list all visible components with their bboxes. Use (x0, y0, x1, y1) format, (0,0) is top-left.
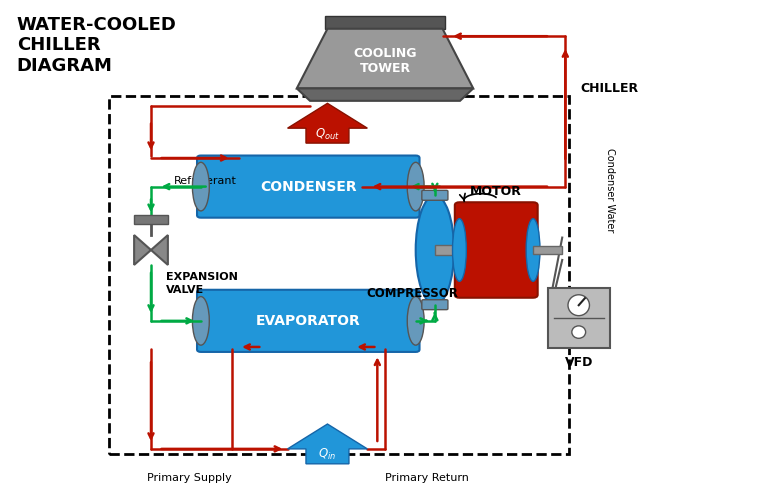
Text: EVAPORATOR: EVAPORATOR (256, 314, 360, 328)
Text: COOLING
TOWER: COOLING TOWER (353, 47, 417, 75)
Text: WATER-COOLED
CHILLER
DIAGRAM: WATER-COOLED CHILLER DIAGRAM (17, 16, 176, 74)
FancyBboxPatch shape (547, 288, 610, 348)
Text: Refrigerant: Refrigerant (174, 176, 237, 186)
Ellipse shape (416, 196, 454, 304)
Polygon shape (287, 424, 367, 464)
Text: $Q_{out}$: $Q_{out}$ (315, 126, 340, 142)
Polygon shape (296, 88, 474, 101)
FancyBboxPatch shape (533, 246, 562, 254)
FancyBboxPatch shape (435, 245, 496, 255)
Text: Primary Return: Primary Return (385, 472, 469, 482)
Text: Primary Supply: Primary Supply (147, 472, 232, 482)
FancyBboxPatch shape (197, 290, 420, 352)
Ellipse shape (407, 162, 424, 211)
FancyBboxPatch shape (197, 156, 420, 218)
Text: EXPANSION
VALVE: EXPANSION VALVE (166, 272, 238, 295)
Polygon shape (134, 235, 151, 265)
Ellipse shape (453, 218, 467, 282)
Text: CONDENSER: CONDENSER (260, 180, 357, 194)
Text: MOTOR: MOTOR (470, 185, 522, 198)
Text: Condenser Water: Condenser Water (604, 148, 614, 232)
Ellipse shape (572, 326, 586, 338)
Polygon shape (151, 235, 168, 265)
Ellipse shape (407, 296, 424, 345)
Text: CHILLER: CHILLER (581, 82, 639, 95)
Text: VFD: VFD (564, 356, 593, 369)
Ellipse shape (192, 296, 209, 345)
Polygon shape (287, 104, 367, 143)
Text: COMPRESSOR: COMPRESSOR (366, 288, 458, 300)
Text: $Q_{in}$: $Q_{in}$ (318, 448, 336, 462)
Ellipse shape (192, 162, 209, 211)
FancyBboxPatch shape (422, 300, 448, 310)
FancyBboxPatch shape (134, 214, 168, 224)
FancyBboxPatch shape (422, 190, 448, 200)
Polygon shape (325, 16, 445, 28)
Polygon shape (296, 28, 474, 88)
FancyBboxPatch shape (455, 202, 537, 298)
Ellipse shape (526, 218, 540, 282)
Ellipse shape (568, 295, 590, 316)
